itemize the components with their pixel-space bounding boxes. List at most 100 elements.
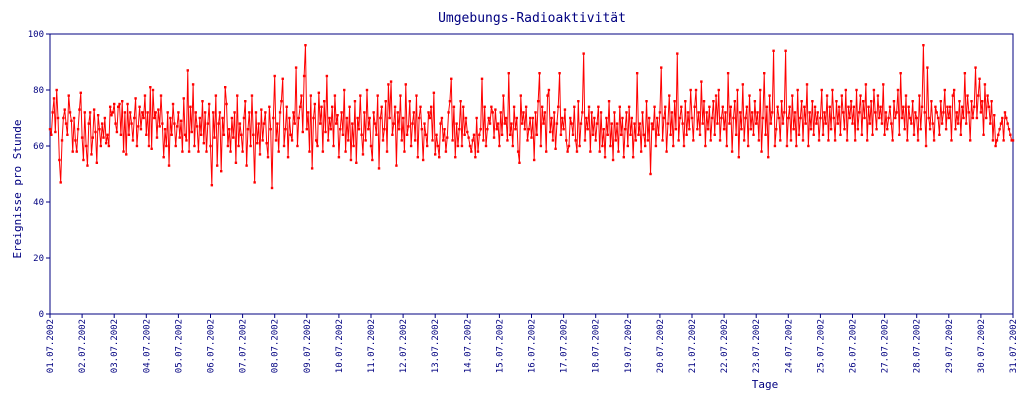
data-point [914,111,917,114]
data-point [284,128,287,131]
data-point [232,136,235,139]
data-point [229,150,232,153]
data-point [859,94,862,97]
data-point [412,111,415,114]
data-point [554,147,557,150]
data-point [369,144,373,148]
data-point [298,105,302,108]
data-point [870,100,873,103]
data-point [615,122,619,125]
data-point [313,102,317,106]
data-point [274,139,278,142]
data-point [851,122,854,125]
data-point [460,144,464,148]
y-tick-label: 40 [33,198,44,208]
data-point [888,105,892,108]
data-point [520,122,524,125]
x-tick-label: 23.07.2002 [752,319,762,373]
data-point [242,116,246,120]
data-point [943,88,946,92]
data-point [746,144,750,148]
data-point [928,128,932,131]
data-point [76,128,80,131]
data-point [577,100,580,103]
data-point [812,133,815,136]
data-point [866,139,869,142]
data-point [536,100,540,103]
data-point [738,111,742,114]
data-point [911,100,914,103]
data-point [353,100,357,103]
data-point [524,105,528,108]
data-point [974,66,977,69]
data-point [401,116,405,120]
data-point [169,116,172,120]
data-point [765,105,769,108]
x-tick-label: 08.07.2002 [271,319,281,373]
data-point [815,122,818,125]
data-point [111,111,115,114]
data-point [528,116,532,120]
data-point [733,100,736,103]
data-point [1006,122,1009,125]
data-point [684,100,687,103]
data-point [442,139,445,142]
data-point [677,139,680,142]
data-point [86,164,89,167]
data-point [829,128,833,131]
data-point [435,133,438,136]
data-point [638,122,642,125]
data-point [197,150,200,153]
data-point [427,111,430,114]
data-point [963,72,967,75]
data-point [248,111,251,114]
x-tick-label: 04.07.2002 [142,319,152,373]
data-point [775,128,778,131]
data-point [836,122,839,125]
data-point [294,66,298,69]
data-point [611,158,615,162]
data-point [820,88,823,92]
data-point [571,133,575,136]
data-point [959,133,963,136]
data-point [670,111,674,114]
data-point [891,139,894,142]
data-point [587,105,591,108]
data-point [244,100,247,103]
data-point [434,153,437,156]
data-point [610,122,613,125]
data-point [755,122,758,125]
data-point [54,130,57,134]
data-point [432,91,436,94]
data-point [997,133,1000,136]
data-point [471,139,474,142]
data-point [724,111,727,114]
data-point [935,111,938,114]
data-point [789,139,793,142]
x-tick-label: 31.07.2002 [1009,319,1019,373]
data-point [480,77,484,80]
data-point [142,116,145,120]
data-point [944,128,948,131]
data-point [955,111,959,114]
data-point [697,111,700,114]
data-point [530,136,533,139]
data-point [137,125,140,128]
data-point [526,139,529,142]
data-point [722,128,726,131]
data-point [265,142,268,145]
data-point [444,150,448,153]
data-point [122,150,125,153]
data-point [121,100,124,103]
data-point [508,133,512,136]
data-point [649,172,652,176]
data-point [337,156,341,159]
data-point [178,136,181,139]
data-point [796,88,799,92]
data-point [159,94,163,97]
data-point [852,105,856,108]
data-point [502,94,505,97]
data-point [1003,111,1007,114]
data-point [985,116,988,120]
data-point [676,52,679,55]
